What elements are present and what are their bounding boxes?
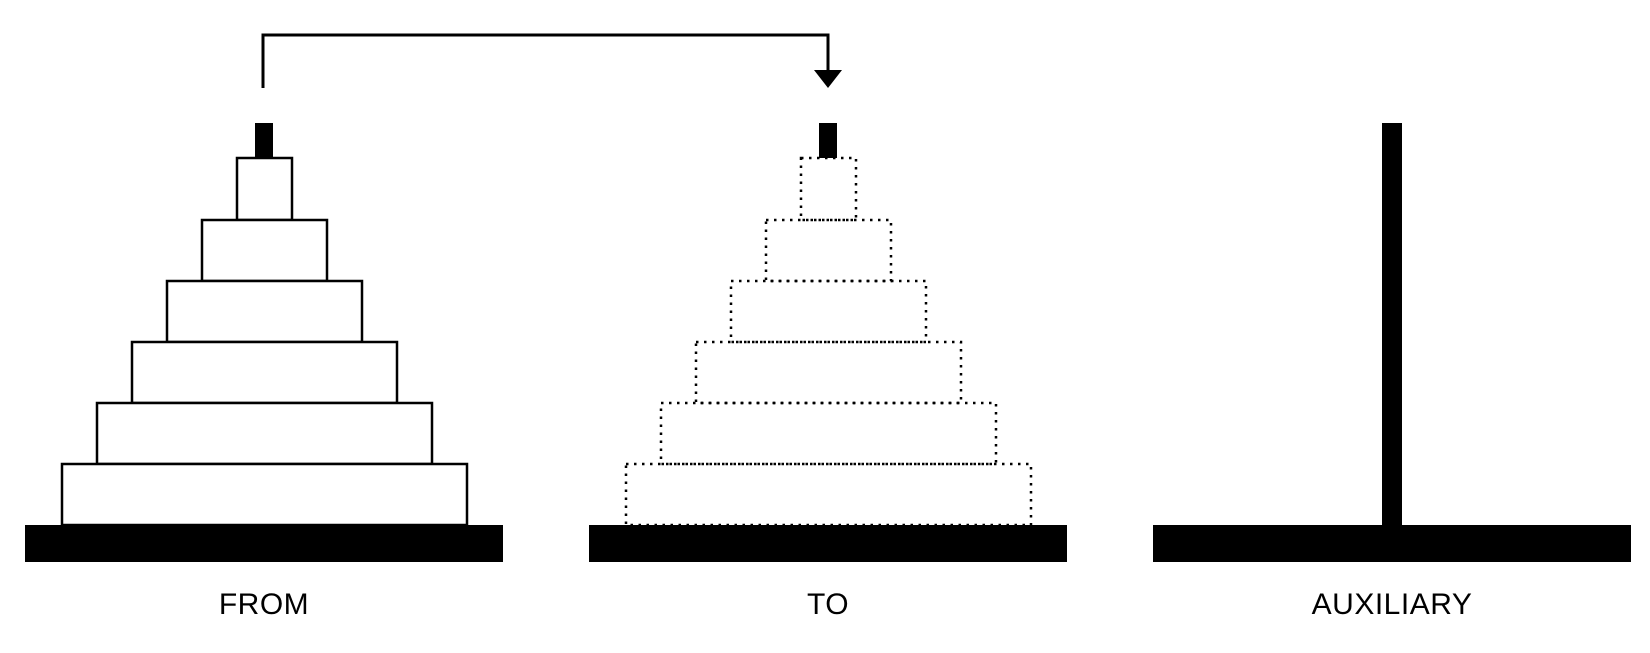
disk-to-2 — [764, 218, 893, 283]
disk-from-6 — [60, 462, 469, 527]
peg-from — [255, 123, 273, 158]
peg-auxiliary — [1382, 123, 1402, 525]
disk-from-1 — [235, 156, 294, 222]
base-auxiliary — [1153, 525, 1631, 562]
disk-stack-to — [624, 156, 1033, 527]
disk-to-5 — [659, 401, 998, 466]
disk-to-1 — [799, 156, 858, 222]
move-arrowhead — [814, 70, 842, 88]
tower-label-from: FROM — [218, 588, 310, 621]
base-from — [25, 525, 503, 562]
tower-auxiliary — [1153, 123, 1631, 562]
disk-from-2 — [200, 218, 329, 283]
move-arrow-line — [261, 33, 830, 88]
disk-from-5 — [95, 401, 434, 466]
tower-to — [589, 123, 1067, 562]
disk-to-4 — [694, 340, 963, 405]
disk-to-6 — [624, 462, 1033, 527]
tower-label-to: TO — [806, 588, 850, 621]
disk-from-3 — [165, 279, 364, 344]
peg-to — [819, 123, 837, 158]
disk-to-3 — [729, 279, 928, 344]
disk-stack-from — [60, 156, 469, 527]
base-to — [589, 525, 1067, 562]
tower-label-auxiliary: AUXILIARY — [1311, 588, 1473, 621]
tower-from — [25, 123, 503, 562]
disk-from-4 — [130, 340, 399, 405]
